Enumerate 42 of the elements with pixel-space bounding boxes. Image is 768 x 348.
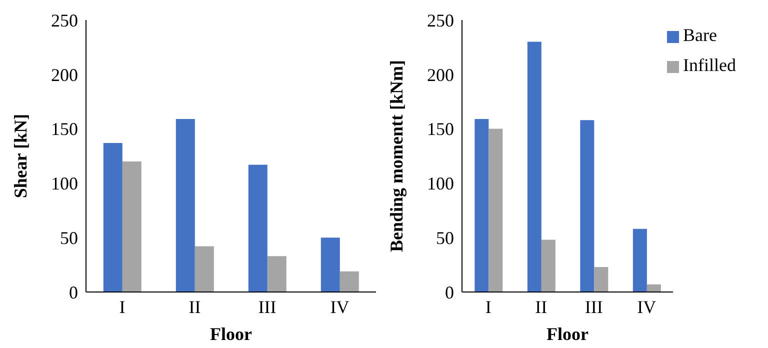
bar (646, 284, 661, 292)
x-axis-title: Floor (210, 324, 252, 344)
bar (267, 256, 286, 292)
x-tick-label: I (485, 296, 492, 317)
bar (340, 271, 359, 292)
bar (527, 42, 542, 292)
y-tick-label: 250 (427, 10, 454, 30)
bar (122, 161, 142, 292)
y-tick-label: 50 (60, 228, 78, 248)
y-tick-label: 150 (427, 119, 454, 140)
bar (194, 246, 214, 292)
legend-label: Infilled (683, 55, 736, 75)
y-tick-label: 100 (427, 174, 454, 194)
y-tick-label: 200 (51, 64, 78, 85)
bar (248, 164, 268, 292)
bar (594, 266, 608, 292)
y-tick-label: 250 (51, 10, 78, 30)
y-axis-title: Shear [kN] (10, 114, 30, 198)
y-tick-label: 0 (445, 282, 454, 302)
bar (541, 240, 556, 292)
y-axis-title: Bending momentt [kNm] (386, 60, 406, 252)
x-axis-title: Floor (546, 324, 589, 344)
y-tick-label: 200 (427, 64, 454, 85)
x-tick-label: III (258, 296, 276, 317)
y-tick-label: 150 (51, 119, 78, 140)
bar (580, 120, 594, 292)
x-tick-label: IV (330, 296, 350, 317)
bar (320, 238, 340, 292)
bar (474, 119, 489, 292)
y-tick-label: 50 (436, 228, 454, 248)
bar (176, 119, 195, 292)
x-tick-label: IV (637, 296, 656, 317)
bar (103, 142, 122, 292)
x-tick-label: II (188, 296, 201, 317)
bar (488, 128, 503, 292)
bar (632, 228, 647, 292)
y-tick-label: 100 (51, 174, 78, 194)
x-tick-label: III (584, 296, 603, 317)
y-tick-label: 0 (69, 282, 78, 302)
x-tick-label: II (535, 296, 548, 317)
legend-label: Bare (683, 25, 717, 45)
x-tick-label: I (119, 296, 126, 317)
